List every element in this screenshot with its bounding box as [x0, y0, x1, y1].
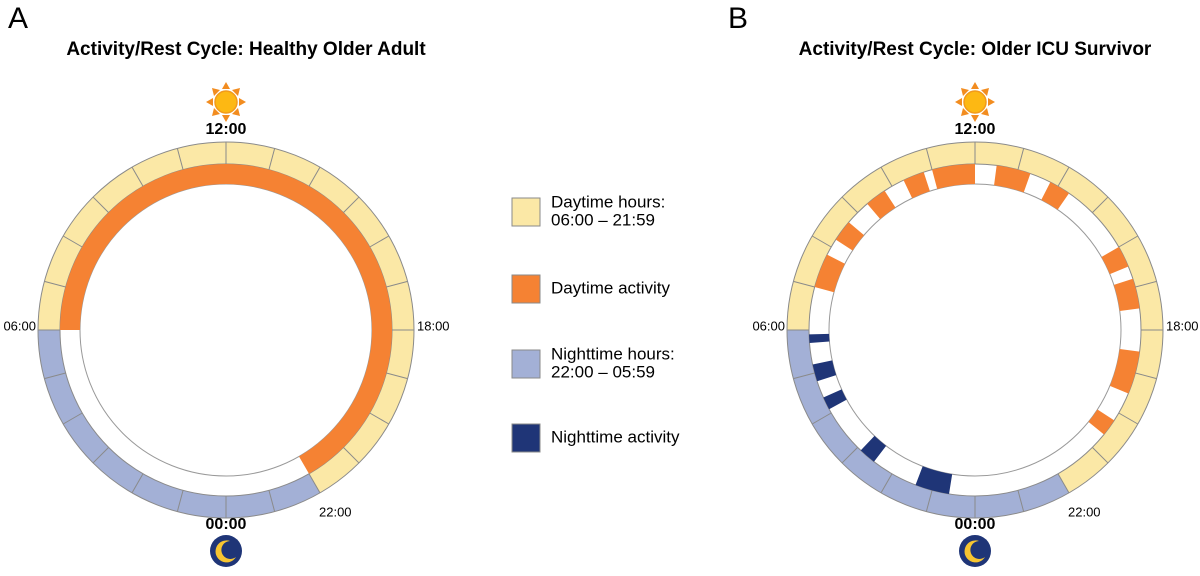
nighttime-activity: [809, 333, 830, 344]
hour-divider: [1017, 490, 1025, 512]
hour-divider: [1057, 166, 1070, 187]
hour-divider: [44, 280, 66, 288]
nighttime-activity: [860, 435, 887, 462]
daytime-activity: [1109, 349, 1140, 394]
hour-divider: [925, 490, 933, 512]
hour-divider: [268, 148, 276, 170]
sun-icon: [954, 81, 996, 123]
legend-swatch: [511, 197, 541, 227]
nighttime-ring: [787, 330, 1069, 518]
hour-label-top: 12:00: [206, 121, 247, 138]
panel-label: A: [8, 2, 28, 35]
hour-label-right: 18:00: [1166, 318, 1199, 333]
hour-divider: [1092, 447, 1109, 464]
daytime-activity: [1041, 182, 1070, 210]
hour-divider: [880, 166, 893, 187]
hour-label-right: 18:00: [417, 318, 450, 333]
panel-title: Activity/Rest Cycle: Older ICU Survivor: [799, 39, 1152, 60]
legend-text: 22:00 – 05:59: [551, 362, 655, 381]
hour-label-left: 06:00: [3, 318, 36, 333]
hour-divider: [1092, 196, 1109, 213]
daytime-activity: [932, 164, 975, 189]
hour-label-bottom: 00:00: [206, 516, 247, 533]
hour-divider: [811, 235, 832, 248]
hour-divider: [1135, 280, 1157, 288]
moon-icon: [959, 535, 991, 567]
hour-divider: [1057, 473, 1070, 494]
daytime-activity: [835, 222, 864, 251]
hour-divider: [841, 447, 858, 464]
inner-outline: [828, 183, 1122, 477]
hour-divider: [1017, 148, 1025, 170]
hour-divider: [308, 166, 321, 187]
nighttime-activity: [915, 466, 953, 494]
ring-outline-outer: [786, 141, 1164, 519]
hour-divider: [268, 490, 276, 512]
hour-label-bottom: 00:00: [955, 516, 996, 533]
hour-divider: [1118, 412, 1139, 425]
hour-label-night-start: 22:00: [319, 504, 352, 519]
activity-band: [809, 164, 1141, 496]
hour-divider: [308, 473, 321, 494]
nighttime-activity: [812, 360, 837, 382]
legend-text: 06:00 – 21:59: [551, 210, 655, 229]
legend-text: Nighttime activity: [551, 427, 680, 446]
inner-outline: [79, 183, 373, 477]
hour-label-top: 12:00: [955, 121, 996, 138]
hour-divider: [1118, 235, 1139, 248]
hour-divider: [386, 280, 408, 288]
hour-divider: [343, 447, 360, 464]
legend-text: Daytime hours:: [551, 192, 665, 211]
legend-text: Nighttime hours:: [551, 344, 675, 363]
hour-divider: [44, 372, 66, 380]
hour-divider: [92, 196, 109, 213]
hour-divider: [62, 235, 83, 248]
daytime-activity: [814, 254, 845, 293]
hour-divider: [176, 490, 184, 512]
hour-divider: [793, 372, 815, 380]
panel-title: Activity/Rest Cycle: Healthy Older Adult: [66, 39, 426, 60]
hour-divider: [131, 166, 144, 187]
hour-divider: [131, 473, 144, 494]
clock-panel: B Activity/Rest Cycle: Older ICU Survivor…: [728, 2, 1199, 567]
hour-divider: [811, 412, 832, 425]
nighttime-activity: [823, 389, 847, 410]
hour-label-left: 06:00: [752, 318, 785, 333]
hour-divider: [92, 447, 109, 464]
hour-divider: [343, 196, 360, 213]
legend-swatch: [511, 423, 541, 453]
hour-divider: [369, 412, 390, 425]
daytime-activity: [867, 190, 896, 219]
hour-divider: [369, 235, 390, 248]
legend-swatch: [511, 349, 541, 379]
hour-divider: [841, 196, 858, 213]
hour-divider: [176, 148, 184, 170]
daytime-activity: [1101, 247, 1129, 275]
sun-icon: [205, 81, 247, 123]
clock-panel: A Activity/Rest Cycle: Healthy Older Adul…: [3, 2, 450, 567]
hour-divider: [793, 280, 815, 288]
hour-divider: [880, 473, 893, 494]
legend-text: Daytime activity: [551, 278, 671, 297]
legend-swatch: [511, 274, 541, 304]
hour-divider: [386, 372, 408, 380]
daytime-activity: [903, 172, 930, 199]
nighttime-ring: [38, 330, 320, 518]
daytime-activity: [994, 165, 1031, 193]
hour-label-night-start: 22:00: [1068, 504, 1101, 519]
ring-outline-outer: [37, 141, 415, 519]
daytime-activity: [1088, 409, 1115, 435]
hour-divider: [925, 148, 933, 170]
panel-label: B: [728, 2, 748, 35]
daytime-activity: [1113, 278, 1140, 311]
moon-icon: [210, 535, 242, 567]
hour-divider: [62, 412, 83, 425]
hour-divider: [1135, 372, 1157, 380]
